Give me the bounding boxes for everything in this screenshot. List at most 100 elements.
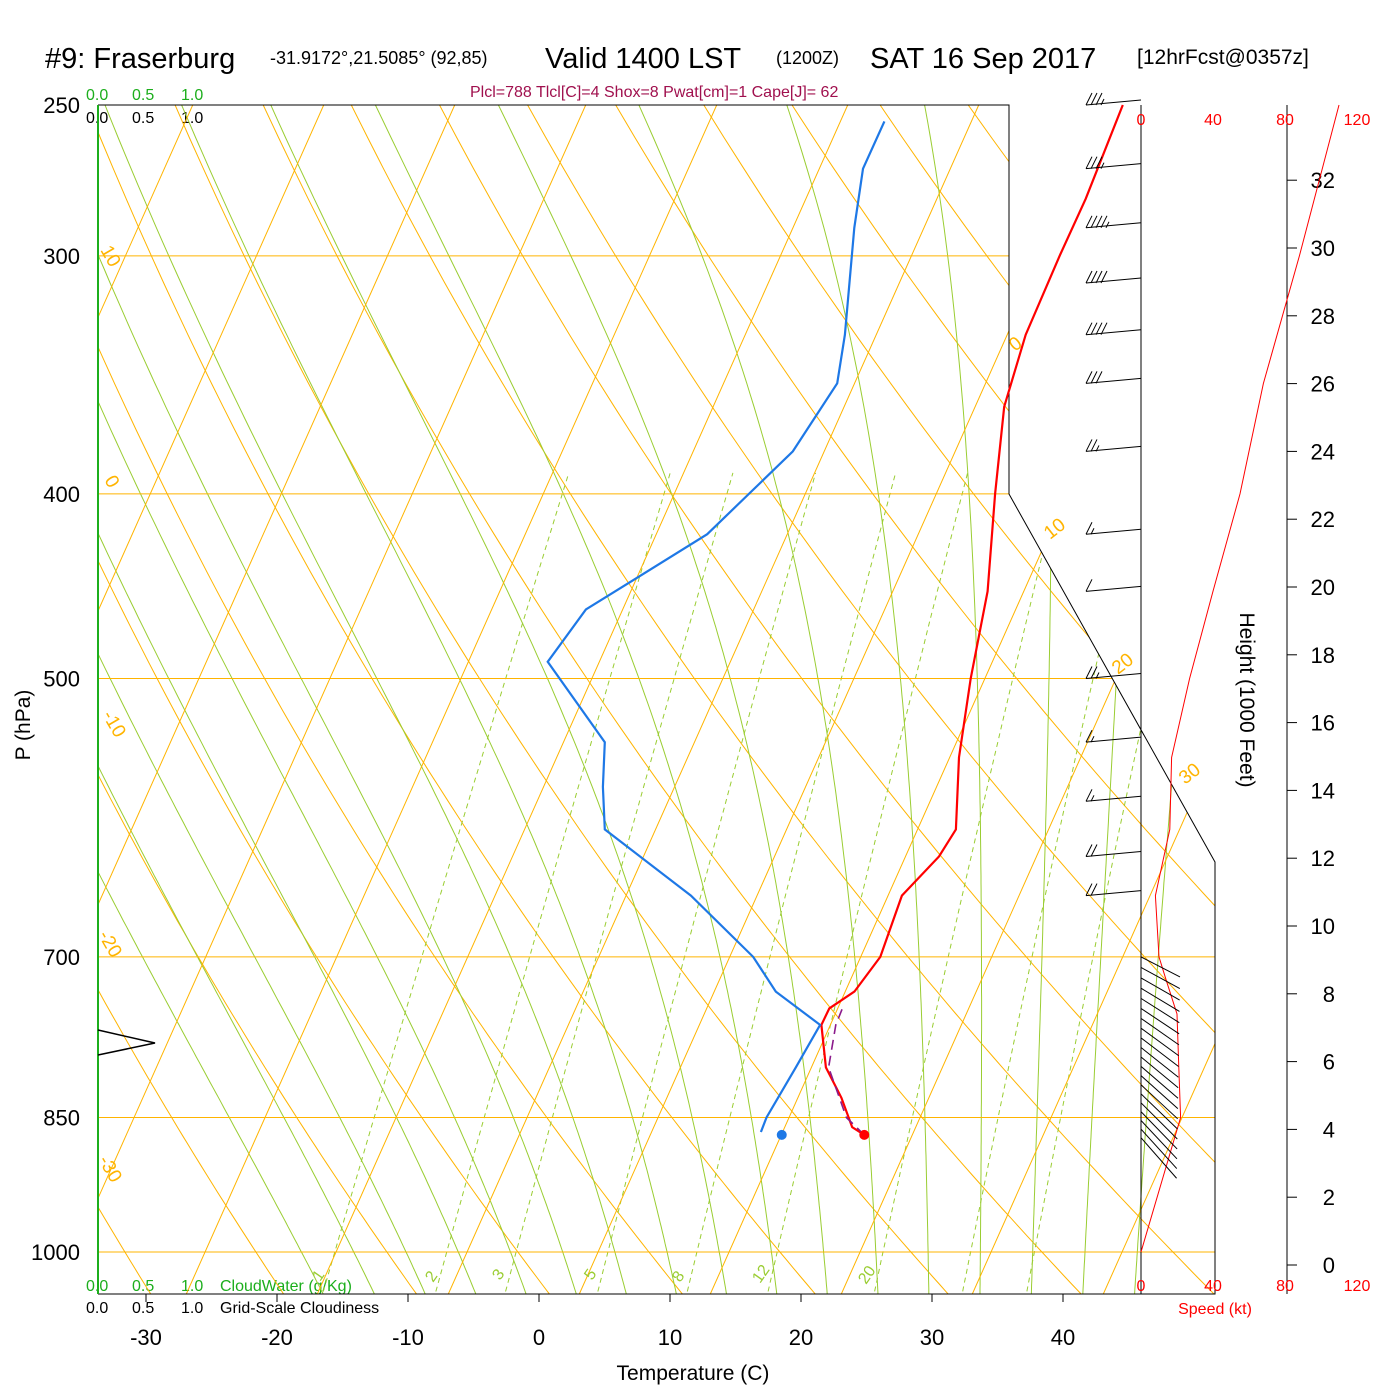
x-tick-label: -30 [130,1325,162,1350]
height-axis-title: Height (1000 Feet) [1235,612,1258,787]
dry-adiabat-line [1265,36,1400,1300]
isotherm-line [98,105,456,1294]
height-tick-label: 28 [1311,304,1335,329]
wind-barb [1085,439,1142,452]
y-axis-title: P (hPa) [12,690,35,761]
wind-barb [1085,371,1142,384]
sounding-params: Plcl=788 Tlcl[C]=4 Shox=8 Pwat[cm]=1 Cap… [470,84,838,101]
isotherm-label: -10 [98,707,130,741]
wind-barb [1085,844,1142,857]
plot-area [0,36,1400,1300]
height-tick-label: 24 [1311,439,1335,464]
wind-barb-low [1140,1017,1180,1046]
wind-barb [1085,522,1142,535]
height-tick-label: 20 [1311,575,1335,600]
isotherm-line [185,105,718,1294]
height-tick-label: 4 [1323,1117,1335,1142]
y-tick-label: 850 [43,1106,80,1131]
moist-adiabat-line [761,105,930,1294]
dry-adiabat-line [98,105,289,1294]
dry-adiabat-line [98,105,688,1294]
dry-adiabat-line [403,105,1215,1294]
plot-frame [98,104,1216,1295]
cloudwater-label: CloudWater (g/Kg) [220,1278,352,1295]
bottom-black-2: 1.0 [181,1300,203,1317]
height-tick-label: 30 [1311,236,1335,261]
speed-tick-label-top: 40 [1204,112,1222,129]
dry-adiabats [0,36,1400,1300]
wind-barb [1085,92,1142,106]
isotherm-line [447,105,980,1294]
dry-adiabat-line [98,105,555,1294]
x-tick-label: 0 [533,1325,545,1350]
wind-barb [1085,270,1142,284]
dry-adiabat-line [145,105,955,1294]
speed-tick-label-bottom: 80 [1276,1278,1294,1295]
height-tick-label: 10 [1311,914,1335,939]
height-tick-label: 0 [1323,1253,1335,1278]
wind-barb-low [1140,956,1181,978]
speed-tick-label-top: 80 [1276,112,1294,129]
x-tick-label: -10 [392,1325,424,1350]
isotherm-line [840,105,1215,1294]
isotherm-line [971,105,1215,1294]
dry-adiabat-line [98,105,821,1294]
wind-barb [1085,579,1142,592]
isotherm-label: 0 [100,472,123,492]
speed-tick-label-bottom: 120 [1344,1278,1371,1295]
y-tick-label: 1000 [31,1240,80,1265]
dry-adiabat-line [0,36,21,1300]
isotherm-label: 10 [96,242,125,271]
bottom-cloud-legend: 0.0 0.5 1.0 CloudWater (g/Kg) 0.0 0.5 1.… [86,1278,379,1317]
isotherm-line [578,105,1111,1294]
wind-barb-low [1140,1047,1179,1078]
valid-date: SAT 16 Sep 2017 [870,43,1096,75]
speed-tick-label-top: 0 [1137,112,1146,129]
dry-adiabat-line [575,105,1215,1294]
wind-barb-low [1140,1084,1179,1120]
mixing-ratio-line [432,472,671,1294]
wind-barb-low [1140,987,1180,1012]
station-coords: -31.9172°,21.5085° (92,85) [270,48,488,68]
x-tick-label: 30 [920,1325,944,1350]
height-tick-label: 2 [1323,1185,1335,1210]
wind-barb [1085,789,1142,802]
height-tick-label: 18 [1311,643,1335,668]
moist-adiabat-line [98,105,579,1294]
wind-barb [1085,215,1142,229]
wind-barb-low [1140,1027,1180,1057]
x-tick-label: 40 [1051,1325,1075,1350]
mixing-ratio-line [502,472,734,1294]
height-tick-label: 14 [1311,778,1335,803]
moist-adiabat-line [98,241,378,1294]
isotherm-line [1234,105,1400,1294]
isotherm-line [316,105,849,1294]
mixing-ratio-line [960,472,1141,1294]
dry-adiabat-line [661,105,1215,1294]
isotherm-label: 30 [1175,759,1205,789]
isotherm-line [98,105,325,1294]
y-tick-label: 300 [43,244,80,269]
moist-adiabat-line [98,105,529,1294]
wind-barb-low [1140,1056,1179,1089]
bottom-green-2: 1.0 [181,1278,203,1295]
moist-adiabat-line [606,105,879,1294]
wind-speed-line [1140,104,1340,1253]
wind-barb-low [1140,1075,1179,1109]
mixing-ratio-line [684,472,897,1294]
wind-barb-low [1140,1008,1180,1035]
wind-barb [1085,729,1142,743]
mixing-ratio-label: 8 [669,1268,688,1285]
forecast-info: [12hrFcst@0357z] [1137,46,1309,69]
y-tick-label: 500 [43,667,80,692]
moist-adiabat-line [342,105,778,1294]
bottom-green-1: 0.5 [132,1278,154,1295]
dry-adiabat-line [489,105,1215,1294]
isotherms [98,105,1400,1294]
y-tick-label: 400 [43,482,80,507]
cloudiness-label: Grid-Scale Cloudiness [220,1300,379,1317]
isotherm-label: 10 [1040,514,1070,544]
